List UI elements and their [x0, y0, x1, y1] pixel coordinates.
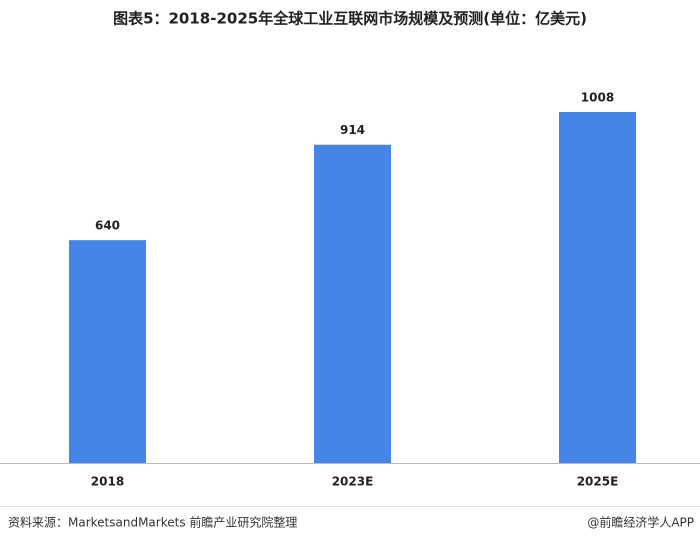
bar [559, 112, 636, 463]
credit: @前瞻经济学人APP [587, 515, 694, 530]
value-label: 640 [95, 219, 120, 233]
value-label: 1008 [581, 91, 614, 105]
x-tick-label: 2023E [332, 475, 374, 489]
bar [69, 240, 146, 463]
x-tick-label: 2018 [91, 475, 124, 489]
x-tick-label: 2025E [577, 475, 619, 489]
value-label: 914 [340, 123, 365, 137]
chart-title: 图表5：2018-2025年全球工业互联网市场规模及预测(单位：亿美元) [113, 10, 587, 28]
bar [314, 144, 391, 463]
source-note: 资料来源：MarketsandMarkets 前瞻产业研究院整理 [8, 515, 297, 530]
